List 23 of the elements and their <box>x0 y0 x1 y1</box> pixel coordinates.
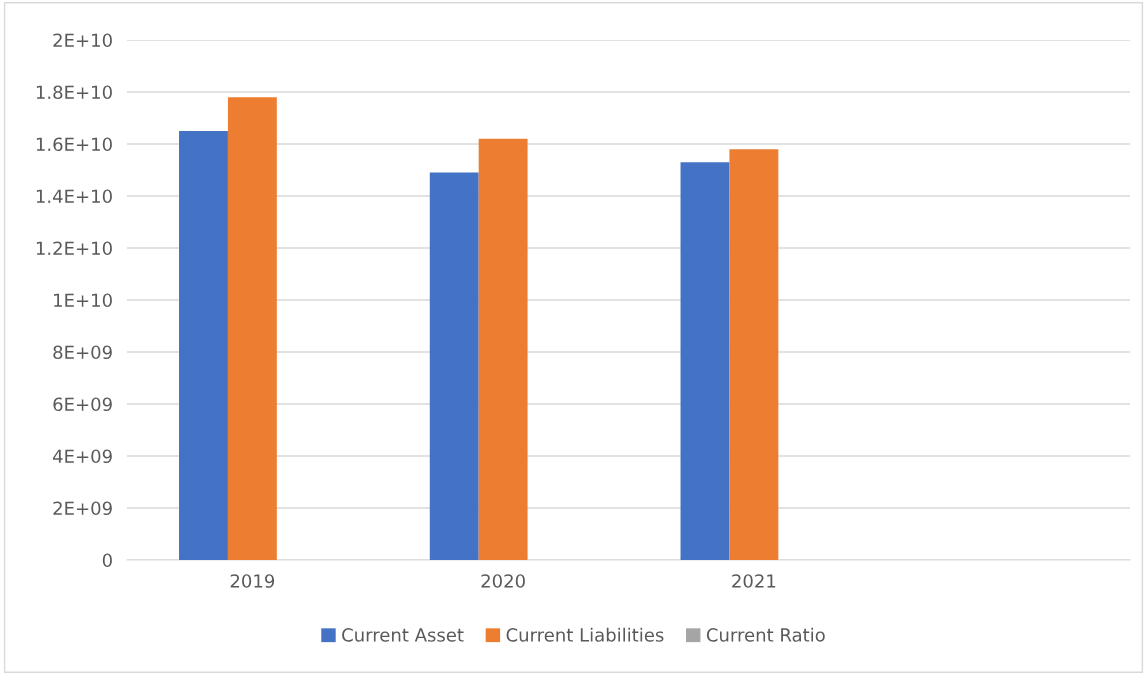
y-tick-label: 2E+10 <box>53 33 112 48</box>
y-tick-label: 2E+09 <box>53 501 112 516</box>
y-tick-label: 4E+09 <box>52 449 112 464</box>
y-tick-label: 1E+10 <box>54 293 112 308</box>
y-tick-label: 8E+09 <box>53 345 112 360</box>
y-tick-label: 1.4E+10 <box>36 189 112 204</box>
y-tick-label: 6E+09 <box>53 397 112 412</box>
bar <box>478 138 528 560</box>
legend-label: Current Asset <box>342 628 464 642</box>
legend-label: Current Ratio <box>706 627 825 642</box>
y-tick-label: 1.2E+10 <box>36 241 112 256</box>
bar <box>429 172 479 560</box>
x-tick-label: 2019 <box>230 574 275 588</box>
bar <box>227 97 277 560</box>
bar <box>729 149 779 560</box>
y-tick-label: 0 <box>102 553 112 568</box>
bar <box>680 162 730 560</box>
bar <box>179 131 228 560</box>
y-tick-label: 1.6E+10 <box>36 137 112 152</box>
y-tick-label: 1.8E+10 <box>36 85 112 100</box>
legend-label: Current Liabilities <box>506 627 664 642</box>
x-tick-label: 2020 <box>481 574 525 588</box>
x-tick-label: 2021 <box>732 574 776 588</box>
